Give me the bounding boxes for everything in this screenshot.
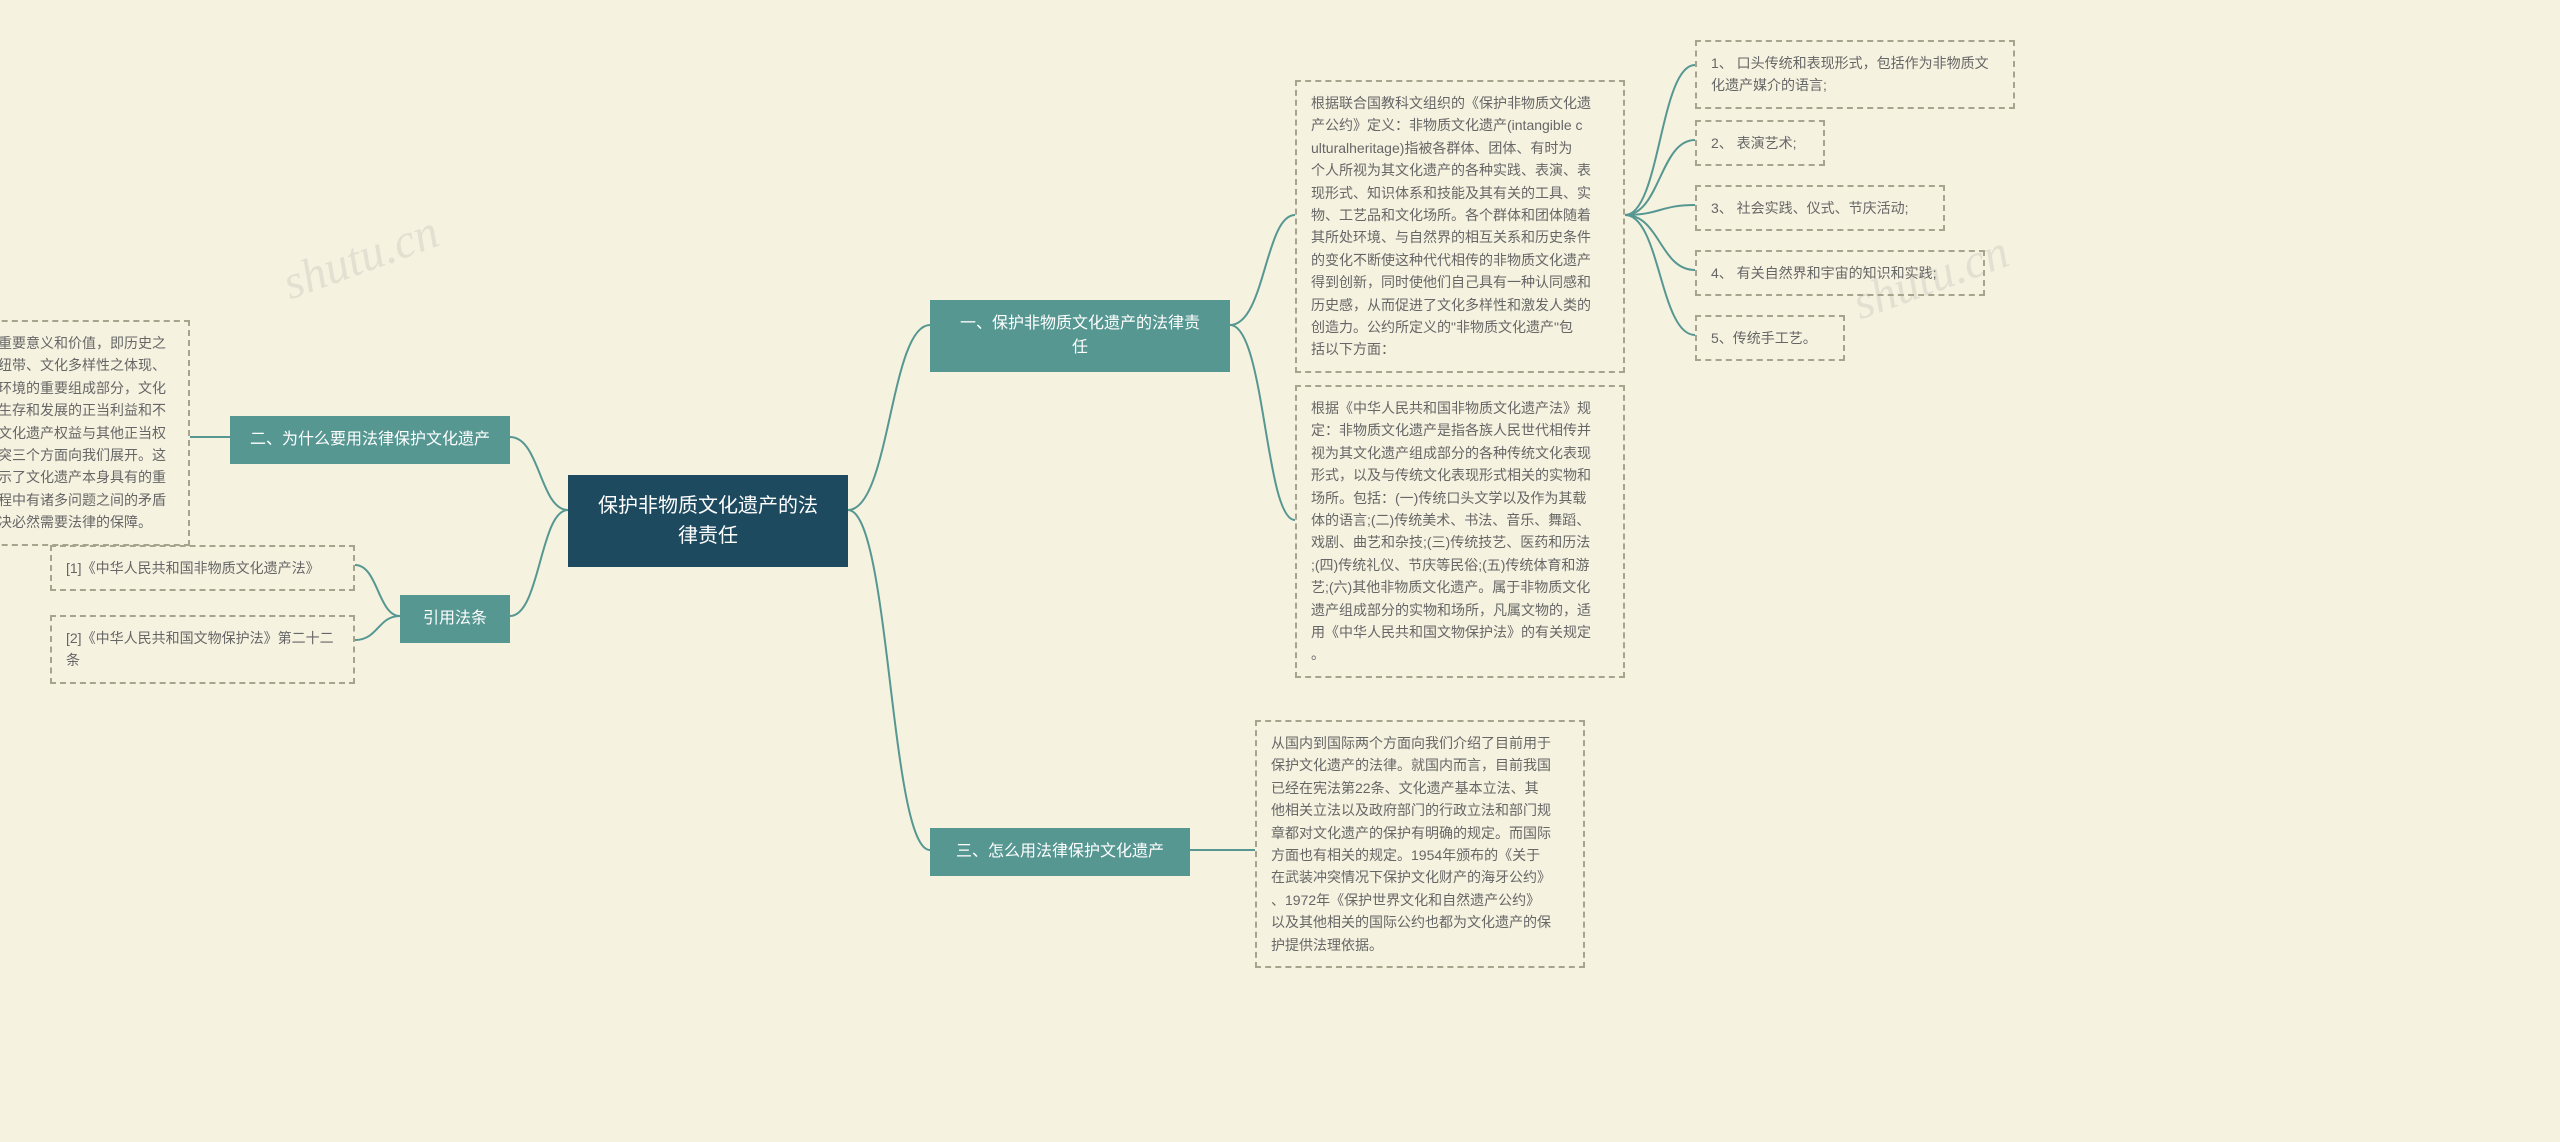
leaf-sub-1-text: 1、 口头传统和表现形式，包括作为非物质文 化遗产媒介的语言; — [1711, 52, 1989, 97]
branch-2-label: 二、为什么要用法律保护文化遗产 — [250, 428, 490, 452]
leaf-china-law-def: 根据《中华人民共和国非物质文化遗产法》规 定：非物质文化遗产是指各族人民世代相传… — [1295, 385, 1625, 678]
leaf-sub-3: 3、 社会实践、仪式、节庆活动; — [1695, 185, 1945, 231]
leaf-sub-2: 2、 表演艺术; — [1695, 120, 1825, 166]
leaf-why-law-text: 从文化遗产具有的重要意义和价值，即历史之 见证、身份认同的纽带、文化多样性之体现… — [0, 332, 166, 534]
leaf-sub-5-text: 5、传统手工艺。 — [1711, 327, 1817, 349]
watermark: shutu.cn — [275, 204, 445, 311]
branch-3: 三、怎么用法律保护文化遗产 — [930, 828, 1190, 876]
branch-cite-label: 引用法条 — [423, 607, 487, 631]
leaf-sub-4: 4、 有关自然界和宇宙的知识和实践; — [1695, 250, 1985, 296]
leaf-how-law: 从国内到国际两个方面向我们介绍了目前用于 保护文化遗产的法律。就国内而言，目前我… — [1255, 720, 1585, 968]
leaf-unesco-def-text: 根据联合国教科文组织的《保护非物质文化遗 产公约》定义：非物质文化遗产(inta… — [1311, 92, 1591, 361]
leaf-sub-2-text: 2、 表演艺术; — [1711, 132, 1797, 154]
center-title: 保护非物质文化遗产的法 律责任 — [568, 475, 848, 567]
leaf-how-law-text: 从国内到国际两个方面向我们介绍了目前用于 保护文化遗产的法律。就国内而言，目前我… — [1271, 732, 1551, 956]
leaf-why-law: 从文化遗产具有的重要意义和价值，即历史之 见证、身份认同的纽带、文化多样性之体现… — [0, 320, 190, 546]
leaf-cite-2-text: [2]《中华人民共和国文物保护法》第二十二 条 — [66, 627, 334, 672]
branch-3-label: 三、怎么用法律保护文化遗产 — [956, 840, 1164, 864]
branch-cite: 引用法条 — [400, 595, 510, 643]
leaf-sub-4-text: 4、 有关自然界和宇宙的知识和实践; — [1711, 262, 1937, 284]
leaf-china-law-def-text: 根据《中华人民共和国非物质文化遗产法》规 定：非物质文化遗产是指各族人民世代相传… — [1311, 397, 1591, 666]
connectors-svg — [0, 0, 2560, 1142]
leaf-cite-1-text: [1]《中华人民共和国非物质文化遗产法》 — [66, 557, 320, 579]
leaf-sub-3-text: 3、 社会实践、仪式、节庆活动; — [1711, 197, 1909, 219]
branch-1: 一、保护非物质文化遗产的法律责 任 — [930, 300, 1230, 372]
center-text: 保护非物质文化遗产的法 律责任 — [598, 491, 818, 551]
branch-2: 二、为什么要用法律保护文化遗产 — [230, 416, 510, 464]
leaf-sub-5: 5、传统手工艺。 — [1695, 315, 1845, 361]
leaf-cite-2: [2]《中华人民共和国文物保护法》第二十二 条 — [50, 615, 355, 684]
leaf-sub-1: 1、 口头传统和表现形式，包括作为非物质文 化遗产媒介的语言; — [1695, 40, 2015, 109]
leaf-unesco-def: 根据联合国教科文组织的《保护非物质文化遗 产公约》定义：非物质文化遗产(inta… — [1295, 80, 1625, 373]
leaf-cite-1: [1]《中华人民共和国非物质文化遗产法》 — [50, 545, 355, 591]
branch-1-label: 一、保护非物质文化遗产的法律责 任 — [960, 312, 1200, 360]
